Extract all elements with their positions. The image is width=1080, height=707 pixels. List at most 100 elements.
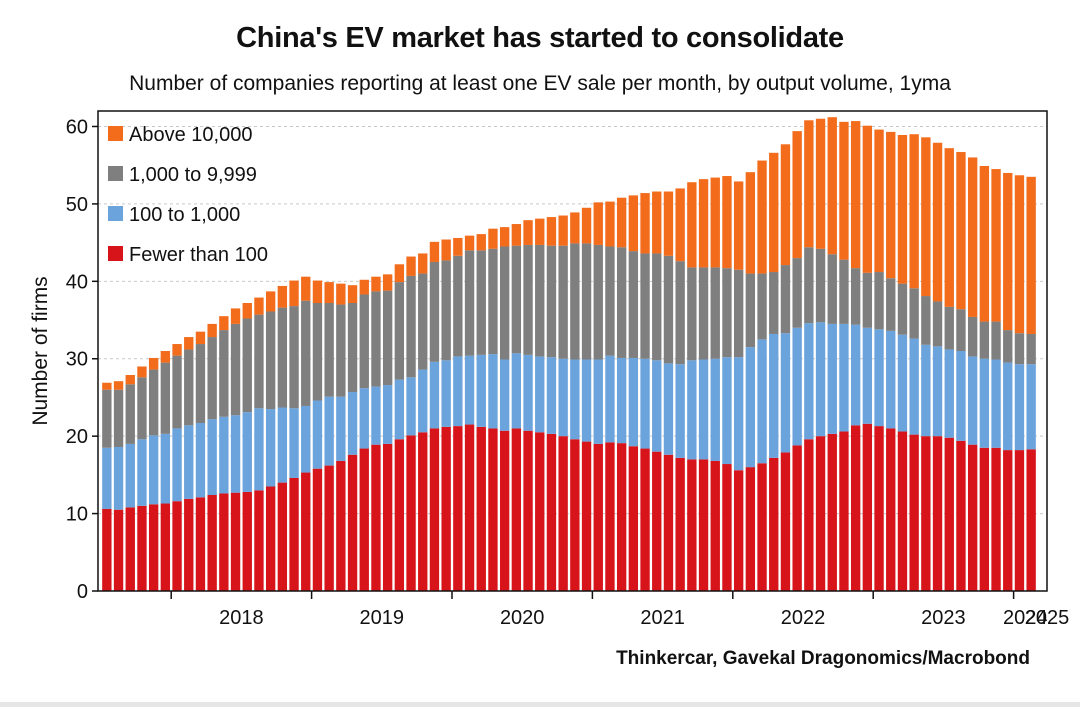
bar-segment: [277, 285, 288, 308]
bar-segment: [453, 356, 463, 427]
bar-segment: [371, 291, 381, 387]
bar-segment: [113, 509, 124, 591]
bar-segment: [184, 337, 194, 350]
y-tick-label: 40: [66, 271, 88, 293]
bar-segment: [769, 152, 779, 273]
bar-segment: [464, 355, 475, 425]
bar-segment: [944, 306, 954, 350]
bar-segment: [710, 358, 720, 461]
bar-segment: [698, 179, 709, 268]
bar-segment: [546, 433, 557, 591]
bar-segment: [102, 508, 112, 591]
bar-segment: [523, 220, 533, 245]
legend-swatch: [108, 206, 123, 221]
bar-segment: [441, 360, 451, 427]
bar-segment: [663, 454, 674, 591]
bar-segment: [219, 316, 229, 331]
bar-segment: [336, 396, 346, 461]
bar-segment: [698, 267, 709, 360]
bar-segment: [792, 327, 802, 446]
bar-segment: [605, 201, 615, 247]
bar-segment: [301, 472, 311, 591]
chart-title: China's EV market has started to consoli…: [236, 22, 844, 54]
bar-segment: [219, 330, 229, 417]
bar-segment: [967, 316, 978, 357]
bar-segment: [944, 349, 954, 438]
y-tick-label: 0: [77, 581, 88, 603]
bar-segment: [312, 303, 323, 401]
x-tick-label: 2018: [219, 607, 264, 629]
bar-segment: [406, 256, 416, 276]
bar-segment: [886, 330, 896, 429]
bar-segment: [207, 419, 217, 495]
bar-segment: [967, 444, 978, 591]
bar-segment: [301, 300, 311, 406]
bar-segment: [839, 431, 849, 591]
bar-segment: [429, 361, 440, 429]
bar-segment: [1003, 450, 1013, 591]
legend-swatch: [108, 166, 123, 181]
bar-segment: [160, 351, 171, 363]
bar-segment: [792, 445, 802, 591]
bar-segment: [1003, 330, 1013, 363]
bar-segment: [476, 250, 486, 355]
bar-segment: [792, 258, 802, 328]
bar-segment: [254, 297, 264, 315]
plot-frame: [97, 110, 1048, 592]
bar-segment: [172, 344, 182, 356]
bar-segment: [535, 356, 545, 433]
x-tick-label: 2024: [1003, 607, 1048, 629]
bar-segment: [242, 303, 252, 319]
bar-segment: [324, 282, 334, 303]
bar-segment: [839, 259, 849, 324]
bar-segment: [675, 457, 685, 591]
bar-segment: [804, 247, 814, 324]
bar-segment: [944, 148, 954, 307]
bar-segment: [710, 267, 720, 359]
bar-segment: [160, 503, 171, 591]
bar-segment: [780, 452, 791, 591]
bar-segment: [979, 165, 990, 322]
bar-segment: [148, 435, 159, 505]
legend-label: Above 10,000: [129, 124, 252, 146]
bar-segment: [862, 125, 873, 273]
bar-segment: [862, 327, 873, 424]
bar-segment: [242, 318, 252, 413]
bar-segment: [733, 181, 744, 270]
bar-segment: [137, 505, 147, 591]
bar-segment: [254, 314, 264, 409]
bar-segment: [839, 121, 849, 260]
bar-segment: [1003, 172, 1013, 331]
bar-segment: [581, 359, 592, 442]
bar-segment: [488, 354, 498, 429]
bar-segment: [523, 430, 533, 591]
bar-segment: [324, 396, 334, 466]
bar-segment: [956, 351, 966, 441]
bar-segment: [546, 245, 557, 358]
bar-segment: [640, 193, 650, 254]
legend: Above 10,000 1,000 to 9,999 100 to 1,000 Fe…: [108, 124, 268, 266]
bar-segment: [418, 432, 428, 591]
bar-segment: [605, 355, 615, 443]
bar-segment: [207, 495, 217, 591]
bar-segment: [441, 426, 451, 591]
bar-segment: [745, 172, 756, 274]
bar-segment: [195, 497, 206, 591]
bar-segment: [488, 428, 498, 591]
bar-segment: [652, 253, 662, 361]
bar-segment: [897, 431, 908, 591]
bar-segment: [780, 265, 791, 334]
bar-segment: [371, 386, 381, 445]
bar-segment: [850, 121, 861, 269]
bar-segment: [137, 439, 147, 506]
bar-segment: [628, 446, 639, 591]
bar-segment: [125, 375, 135, 385]
bar-segment: [546, 357, 557, 434]
bar-segment: [874, 129, 884, 273]
bar-segment: [219, 416, 229, 494]
x-tick-label: 2019: [360, 607, 405, 629]
bar-segment: [312, 468, 323, 591]
bar-segment: [230, 415, 241, 493]
bar-segment: [277, 307, 288, 408]
bar-segment: [160, 433, 171, 504]
